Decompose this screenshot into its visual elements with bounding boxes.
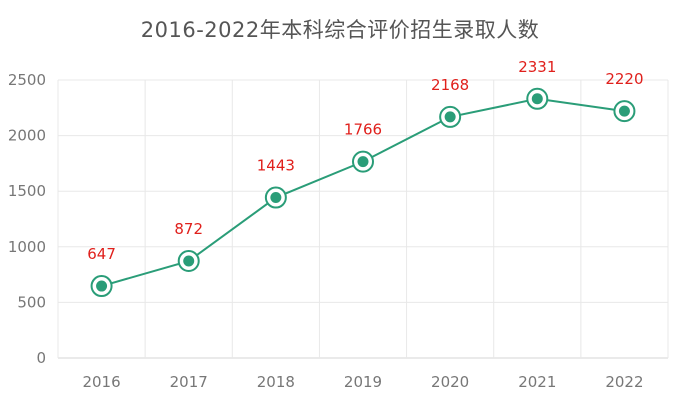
data-point (613, 100, 636, 123)
markers-layer (90, 87, 636, 298)
x-tick-label: 2017 (170, 373, 208, 391)
x-axis-ticks: 2016 2017 2018 2019 2020 2021 2022 (82, 373, 643, 391)
y-tick-label: 2000 (8, 127, 46, 145)
data-label: 1766 (344, 121, 382, 139)
x-tick-label: 2022 (605, 373, 643, 391)
y-tick-label: 0 (36, 349, 46, 367)
x-tick-label: 2020 (431, 373, 469, 391)
data-point (90, 275, 113, 298)
data-point-dot (183, 255, 195, 267)
data-point-dot (531, 93, 543, 105)
data-label: 647 (87, 245, 116, 263)
y-tick-label: 1500 (8, 182, 46, 200)
data-point (526, 87, 549, 110)
x-tick-label: 2019 (344, 373, 382, 391)
y-axis-ticks: 0 500 1000 1500 2000 2500 (8, 71, 46, 367)
y-tick-label: 2500 (8, 71, 46, 89)
data-label: 872 (174, 220, 203, 238)
y-tick-label: 500 (17, 293, 46, 311)
x-tick-label: 2021 (518, 373, 556, 391)
data-point (177, 250, 200, 273)
data-point-dot (270, 192, 282, 204)
data-label: 2331 (518, 58, 556, 76)
data-point (439, 105, 462, 128)
data-point (264, 186, 287, 209)
chart-title: 2016-2022年本科综合评价招生录取人数 (140, 18, 540, 42)
y-tick-label: 1000 (8, 238, 46, 256)
x-tick-label: 2016 (82, 373, 120, 391)
data-point (352, 150, 374, 173)
grid-lines (57, 79, 669, 359)
data-label: 2168 (431, 76, 469, 94)
data-point-dot (444, 111, 456, 123)
data-point-dot (357, 156, 369, 168)
data-point-dot (96, 280, 108, 292)
x-tick-label: 2018 (257, 373, 295, 391)
data-label: 1443 (257, 157, 295, 175)
data-point-dot (618, 105, 630, 117)
data-labels-layer: 647 872 1443 1766 2168 2331 2220 (87, 58, 643, 263)
data-label: 2220 (605, 70, 643, 88)
